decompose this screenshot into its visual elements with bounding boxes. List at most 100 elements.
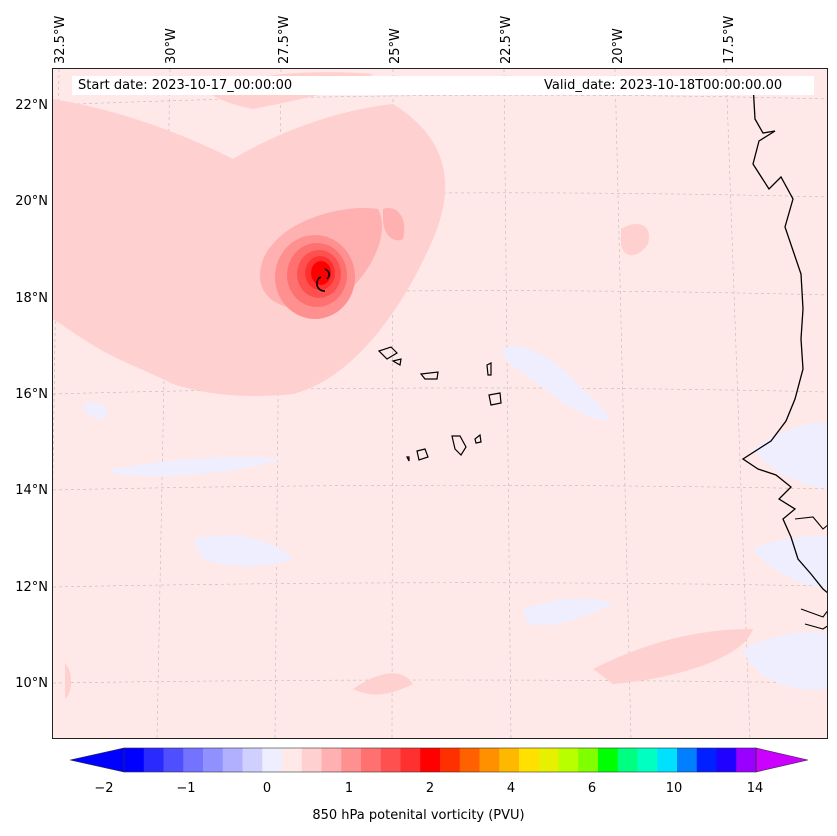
gridline-20w: [614, 69, 632, 738]
colorbar-segment: [262, 748, 283, 772]
colorbar: [70, 747, 809, 773]
colorbar-segment: [677, 748, 698, 772]
neg-patch-1: [502, 346, 609, 421]
gridline-17.5w: [725, 69, 751, 738]
colorbar-segment: [479, 748, 500, 772]
island-sao-vicente: [391, 358, 402, 366]
pv-patch-south: [353, 673, 413, 695]
lon-label-32.5w: 32.5°W: [53, 15, 68, 64]
neg-patch-2: [193, 535, 293, 567]
lon-label-22.5w: 22.5°W: [499, 15, 514, 64]
colorbar-tick-2: 2: [425, 781, 435, 796]
colorbar-segment: [341, 748, 362, 772]
pv-patch-east: [621, 224, 649, 256]
colorbar-segment: [657, 748, 678, 772]
coastline-gambia: [794, 516, 827, 530]
neg-patch-3: [113, 457, 283, 476]
colorbar-extend-max: [755, 747, 809, 773]
colorbar-segment: [380, 748, 401, 772]
colorbar-segment: [578, 748, 599, 772]
gridline-25w: [391, 69, 394, 738]
colorbar-segment: [203, 748, 224, 772]
gridline-10n: [53, 679, 827, 684]
colorbar-segment: [736, 748, 757, 772]
gridline-22.5w: [503, 69, 512, 738]
colorbar-extend-min: [70, 747, 125, 773]
pv-contour-5: [311, 261, 331, 285]
lat-label-12n: 12°N: [15, 580, 48, 595]
neg-patch-7: [753, 422, 827, 489]
lon-label-17.5w: 17.5°W: [722, 15, 737, 64]
gridline-14n: [53, 484, 827, 491]
gridline-16n: [53, 387, 827, 395]
colorbar-segment: [598, 748, 619, 772]
pv-patch-se: [593, 629, 753, 684]
lat-label-18n: 18°N: [15, 291, 48, 306]
colorbar-tick-1: 1: [344, 781, 354, 796]
lat-label-20n: 20°N: [15, 194, 48, 209]
lon-label-30w: 30°W: [164, 28, 179, 64]
map-canvas[interactable]: [53, 69, 828, 739]
colorbar-segment: [459, 748, 480, 772]
colorbar-segment: [440, 748, 461, 772]
colorbar-tick-4: 4: [506, 781, 516, 796]
lon-label-27.5w: 27.5°W: [277, 15, 292, 64]
coastline-bijagos: [800, 608, 827, 630]
island-sal: [486, 362, 492, 376]
pv-patch-nw: [98, 124, 153, 160]
island-boa-vista: [488, 392, 502, 406]
colorbar-outline: [123, 747, 757, 773]
colorbar-segment: [519, 748, 540, 772]
gridline-27.5w: [274, 69, 282, 738]
lon-label-25w: 25°W: [388, 28, 403, 64]
neg-patch-6: [743, 632, 827, 690]
neg-patch-8: [753, 536, 827, 589]
gridline-22n: [53, 94, 827, 106]
pv-contour-line: [316, 268, 330, 292]
colorbar-segment: [301, 748, 322, 772]
island-santo-antao: [377, 346, 398, 360]
colorbar-segment: [400, 748, 421, 772]
island-santiago: [451, 435, 467, 456]
colorbar-tick-10: 10: [665, 781, 683, 796]
map-panel[interactable]: [52, 68, 828, 739]
colorbar-tick-neg1: −1: [176, 781, 196, 796]
coastline-africa: [741, 83, 827, 594]
colorbar-segment: [183, 748, 204, 772]
neg-patch-4: [83, 402, 107, 419]
lat-label-10n: 10°N: [15, 676, 48, 691]
pv-patch-sw: [65, 664, 71, 699]
colorbar-segment: [163, 748, 184, 772]
colorbar-segment: [242, 748, 263, 772]
pv-plume-main: [53, 99, 446, 396]
colorbar-segment: [637, 748, 658, 772]
pv-patch-ne: [383, 208, 405, 241]
colorbar-segment: [696, 748, 717, 772]
colorbar-segment: [499, 748, 520, 772]
colorbar-tick-14: 14: [746, 781, 764, 796]
colorbar-tick-neg2: −2: [94, 781, 114, 796]
colorbar-segment: [124, 748, 145, 772]
lat-label-22n: 22°N: [15, 98, 48, 113]
gridline-30w: [156, 69, 171, 738]
lat-label-16n: 16°N: [15, 387, 48, 402]
colorbar-segment: [420, 748, 441, 772]
colorbar-segment: [558, 748, 579, 772]
colorbar-segment: [143, 748, 164, 772]
valid-date-label: Valid_date: 2023-10-18T00:00:00.00: [536, 76, 814, 95]
gridline-12n: [53, 582, 827, 588]
colorbar-segment: [716, 748, 737, 772]
island-sao-nicolau: [419, 371, 439, 380]
colorbar-segment: [538, 748, 559, 772]
cape-verde-islands: [377, 346, 502, 462]
island-fogo: [416, 448, 429, 461]
lon-label-20w: 20°W: [611, 28, 626, 64]
colorbar-label: 850 hPa potenital vorticity (PVU): [312, 808, 525, 823]
colorbar-segment: [282, 748, 303, 772]
start-date-label: Start date: 2023-10-17_00:00:00: [72, 76, 318, 95]
colorbar-segment: [361, 748, 382, 772]
neg-patch-5: [523, 598, 613, 626]
colorbar-tick-0: 0: [262, 781, 272, 796]
lat-label-14n: 14°N: [15, 483, 48, 498]
island-maio: [474, 433, 482, 444]
